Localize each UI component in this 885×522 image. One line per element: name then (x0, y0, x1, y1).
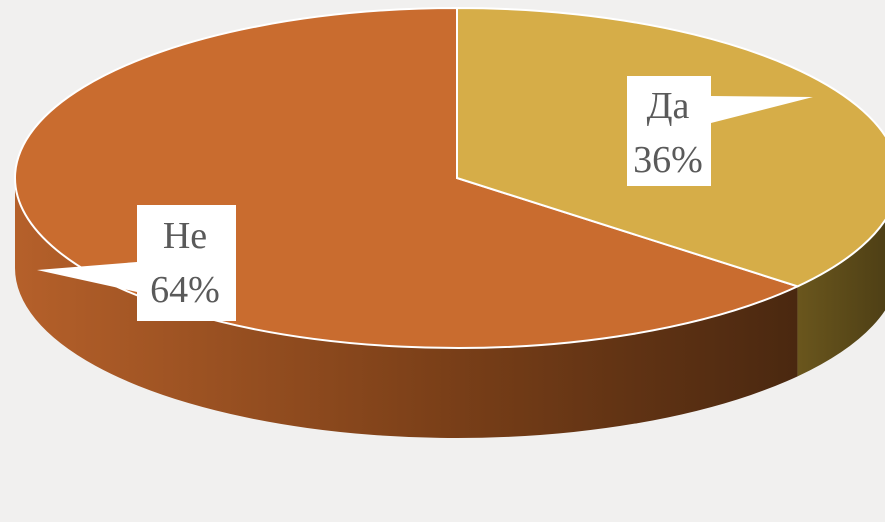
callout-ne-value: 64% (150, 269, 220, 311)
callout-da-label: Да (647, 85, 690, 127)
callout-da-value: 36% (633, 139, 703, 181)
callout-ne-label: Не (163, 215, 207, 257)
